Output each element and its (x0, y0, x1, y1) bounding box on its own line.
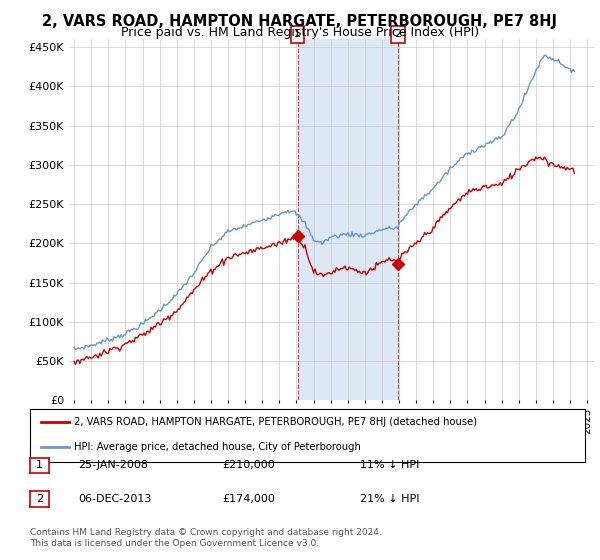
Text: £174,000: £174,000 (222, 494, 275, 504)
Text: £210,000: £210,000 (222, 460, 275, 470)
Text: Contains HM Land Registry data © Crown copyright and database right 2024.
This d: Contains HM Land Registry data © Crown c… (30, 528, 382, 548)
Text: 2, VARS ROAD, HAMPTON HARGATE, PETERBOROUGH, PE7 8HJ (detached house): 2, VARS ROAD, HAMPTON HARGATE, PETERBORO… (74, 417, 478, 427)
Text: 11% ↓ HPI: 11% ↓ HPI (360, 460, 419, 470)
Text: HPI: Average price, detached house, City of Peterborough: HPI: Average price, detached house, City… (74, 442, 361, 452)
Text: 1: 1 (36, 460, 43, 470)
Text: 21% ↓ HPI: 21% ↓ HPI (360, 494, 419, 504)
Text: 1: 1 (294, 29, 301, 39)
Bar (298, 39, 398, 400)
Text: 2: 2 (36, 494, 43, 504)
Text: 2, VARS ROAD, HAMPTON HARGATE, PETERBOROUGH, PE7 8HJ: 2, VARS ROAD, HAMPTON HARGATE, PETERBORO… (43, 14, 557, 29)
Text: Price paid vs. HM Land Registry's House Price Index (HPI): Price paid vs. HM Land Registry's House … (121, 26, 479, 39)
Text: 2: 2 (394, 29, 401, 39)
Text: 06-DEC-2013: 06-DEC-2013 (78, 494, 151, 504)
Text: 25-JAN-2008: 25-JAN-2008 (78, 460, 148, 470)
